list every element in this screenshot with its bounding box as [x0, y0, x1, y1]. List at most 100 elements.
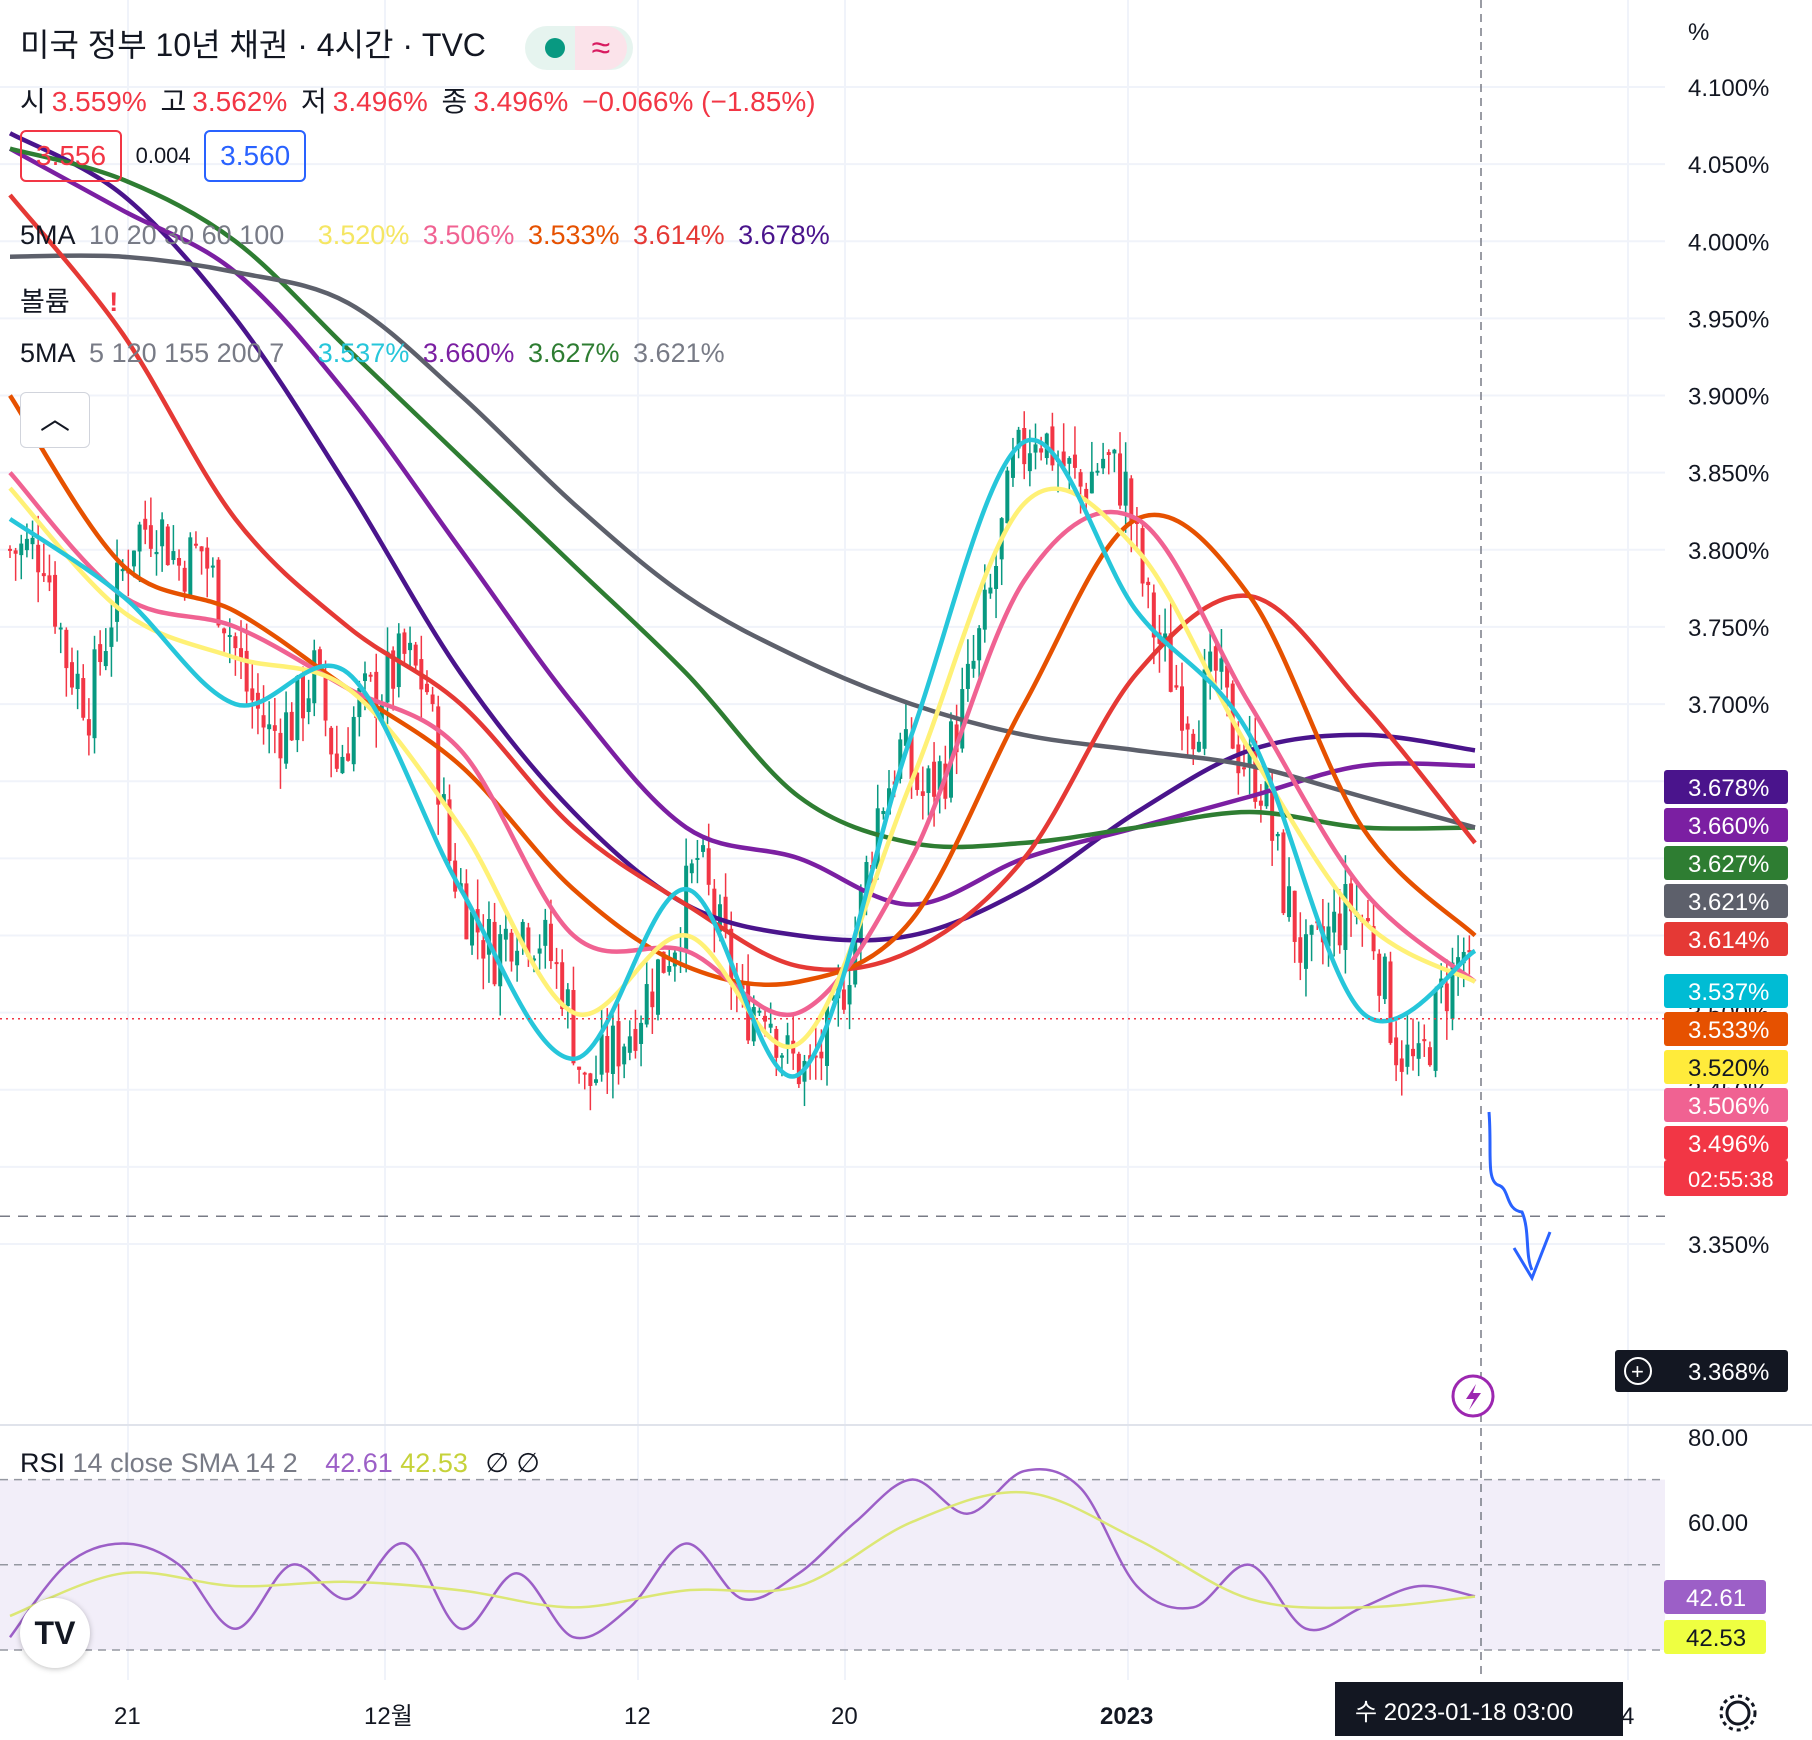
plus-circle-icon[interactable] [1624, 1357, 1652, 1385]
candle [1106, 452, 1111, 455]
ma-params: 10 20 30 60 100 [89, 220, 285, 250]
warning-icon[interactable]: ! [109, 287, 119, 317]
rsi-legend[interactable]: RSI 14 close SMA 14 2 42.61 42.53 ∅ ∅ [20, 1448, 540, 1479]
candle [160, 519, 165, 547]
candle [701, 845, 706, 852]
close-value: 3.496% [473, 86, 569, 117]
candle [188, 537, 193, 598]
candle [639, 1022, 644, 1044]
volume-legend[interactable]: 볼륨 ! [20, 280, 124, 319]
candle [154, 551, 159, 555]
candle [1411, 1048, 1416, 1057]
candle [222, 628, 227, 634]
candle [1061, 451, 1066, 467]
gear-teeth [1719, 1694, 1757, 1732]
open-label: 시 [20, 86, 46, 117]
candle [1467, 950, 1472, 953]
price-label-text: 3.496% [1688, 1131, 1769, 1158]
ma155-value: 3.627% [527, 338, 620, 368]
candle [131, 550, 136, 567]
rsi-line-rsi [9, 1468, 1476, 1640]
candle [706, 848, 711, 885]
wave-icon[interactable]: ≈ [574, 25, 627, 70]
candle [36, 544, 41, 573]
candle [1180, 686, 1184, 731]
candle [323, 672, 328, 721]
candle [1202, 669, 1207, 749]
ma-line-ma155 [9, 146, 1476, 850]
candle [661, 951, 666, 973]
candle [1444, 983, 1449, 1012]
close-label: 종 [441, 86, 468, 117]
candle [920, 791, 925, 796]
candle [1089, 471, 1094, 494]
candle [430, 694, 435, 705]
ma-label-2: 5MA [20, 338, 76, 368]
candle [368, 674, 373, 677]
candle [1016, 429, 1021, 449]
ma-legend-2[interactable]: 5MA 5 120 155 200 7 3.537% 3.660% 3.627%… [20, 338, 731, 369]
candle [841, 989, 846, 1010]
lightning-bolt [1466, 1384, 1481, 1410]
candle [165, 526, 170, 566]
price-label-box [1664, 1088, 1788, 1122]
quote-boxes: 3.556 0.004 3.560 [20, 130, 312, 182]
candle [362, 673, 367, 682]
gear-icon[interactable] [1725, 1700, 1751, 1726]
ma-line-ma120 [8, 146, 1476, 907]
sell-button[interactable]: 3.556 [20, 130, 123, 182]
candle [413, 644, 418, 666]
candle [560, 962, 565, 1010]
hline-label-box[interactable] [1615, 1350, 1788, 1392]
candle [340, 756, 345, 774]
crosshair-time-text: 수 2023-01-18 03:00 [1355, 1699, 1573, 1726]
candle [233, 636, 238, 649]
buy-button[interactable]: 3.560 [204, 130, 307, 182]
candle [813, 1055, 818, 1058]
candle [1022, 428, 1027, 465]
price-label-text: 3.537% [1688, 979, 1769, 1006]
rsi-sma-value: 42.53 [400, 1448, 468, 1478]
candle [239, 648, 244, 659]
open-value: 3.559% [51, 86, 147, 117]
candle [689, 863, 694, 874]
candle [1258, 800, 1263, 806]
candle [599, 1034, 604, 1075]
candle [205, 547, 210, 569]
rsi-value-text: 42.61 [1686, 1585, 1746, 1612]
candle [1275, 833, 1280, 837]
status-badge[interactable]: ≈ [524, 25, 633, 70]
candle [1129, 478, 1134, 524]
candle [695, 857, 700, 860]
candle [548, 923, 553, 962]
candle [436, 706, 441, 805]
hline-label-text: 3.368% [1688, 1359, 1769, 1386]
candle [1416, 1043, 1421, 1059]
candle [1219, 658, 1224, 672]
y-tick-label: 3.350% [1688, 1232, 1769, 1259]
tradingview-logo[interactable]: TV [20, 1598, 90, 1668]
candle [329, 727, 334, 755]
empty-set-icon: ∅ [485, 1448, 509, 1478]
candle [1033, 444, 1038, 453]
candle [954, 724, 959, 753]
candle [75, 673, 80, 690]
ma-legend-1[interactable]: 5MA 10 20 30 60 100 3.520% 3.506% 3.533%… [20, 220, 836, 251]
candle [250, 688, 255, 701]
price-label-text: 3.627% [1688, 851, 1769, 878]
volume-label: 볼륨 [20, 287, 70, 317]
candle [1236, 744, 1241, 774]
rsi-y-tick-label: 80.00 [1688, 1425, 1748, 1452]
candle [994, 566, 999, 589]
chevron-up-icon[interactable]: ︿ [20, 392, 90, 448]
candle [41, 573, 46, 577]
symbol-title[interactable]: 미국 정부 10년 채권 · 4시간 · TVC ≈ [20, 20, 639, 70]
drawn-arrow[interactable] [1487, 1111, 1552, 1282]
candle [965, 663, 970, 689]
x-tick-label: 2023 [1100, 1703, 1153, 1730]
candle [272, 725, 277, 731]
price-label-text: 3.506% [1688, 1093, 1769, 1120]
price-label-box [1664, 1012, 1788, 1046]
symbol-name[interactable]: 미국 정부 10년 채권 · 4시간 · TVC [20, 27, 486, 63]
